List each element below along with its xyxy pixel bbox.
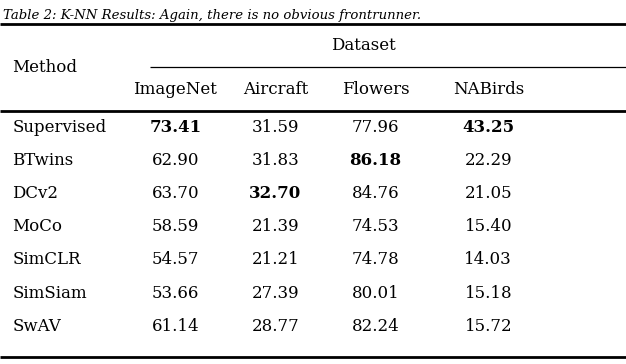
Text: ImageNet: ImageNet xyxy=(133,81,217,98)
Text: SimSiam: SimSiam xyxy=(13,285,87,301)
Text: 86.18: 86.18 xyxy=(349,152,402,169)
Text: 43.25: 43.25 xyxy=(462,119,515,136)
Text: 77.96: 77.96 xyxy=(352,119,399,136)
Text: 15.18: 15.18 xyxy=(464,285,512,301)
Text: 21.05: 21.05 xyxy=(464,185,512,202)
Text: SimCLR: SimCLR xyxy=(13,252,81,268)
Text: Flowers: Flowers xyxy=(342,81,409,98)
Text: 21.21: 21.21 xyxy=(252,252,299,268)
Text: Supervised: Supervised xyxy=(13,119,106,136)
Text: 21.39: 21.39 xyxy=(252,218,299,235)
Text: 22.29: 22.29 xyxy=(464,152,512,169)
Text: Aircraft: Aircraft xyxy=(243,81,308,98)
Text: Method: Method xyxy=(13,59,78,76)
Text: 15.40: 15.40 xyxy=(464,218,512,235)
Text: 74.78: 74.78 xyxy=(352,252,399,268)
Text: 15.72: 15.72 xyxy=(464,318,512,335)
Text: 63.70: 63.70 xyxy=(151,185,199,202)
Text: Table 2: K-NN Results: Again, there is no obvious frontrunner.: Table 2: K-NN Results: Again, there is n… xyxy=(3,9,421,22)
Text: 28.77: 28.77 xyxy=(252,318,299,335)
Text: 31.59: 31.59 xyxy=(252,119,299,136)
Text: BTwins: BTwins xyxy=(13,152,74,169)
Text: MoCo: MoCo xyxy=(13,218,63,235)
Text: 84.76: 84.76 xyxy=(352,185,399,202)
Text: 14.03: 14.03 xyxy=(464,252,512,268)
Text: 27.39: 27.39 xyxy=(252,285,299,301)
Text: 62.90: 62.90 xyxy=(151,152,199,169)
Text: 74.53: 74.53 xyxy=(352,218,399,235)
Text: 61.14: 61.14 xyxy=(151,318,199,335)
Text: 54.57: 54.57 xyxy=(151,252,199,268)
Text: Dataset: Dataset xyxy=(331,37,396,54)
Text: 82.24: 82.24 xyxy=(352,318,399,335)
Text: 53.66: 53.66 xyxy=(151,285,199,301)
Text: NABirds: NABirds xyxy=(453,81,524,98)
Text: 31.83: 31.83 xyxy=(252,152,299,169)
Text: DCv2: DCv2 xyxy=(13,185,58,202)
Text: 58.59: 58.59 xyxy=(151,218,199,235)
Text: 32.70: 32.70 xyxy=(249,185,302,202)
Text: 80.01: 80.01 xyxy=(352,285,399,301)
Text: 73.41: 73.41 xyxy=(149,119,202,136)
Text: SwAV: SwAV xyxy=(13,318,61,335)
